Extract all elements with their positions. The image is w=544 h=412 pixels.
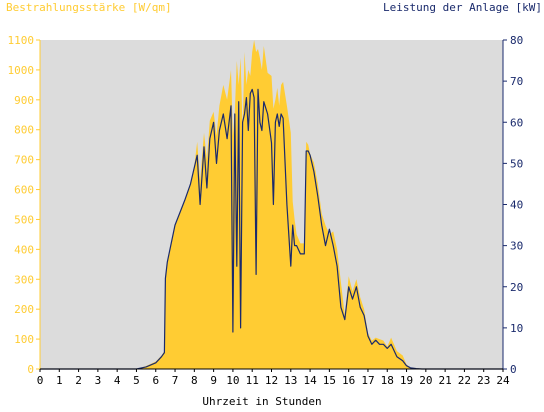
left-tick-label: 1000 — [8, 64, 35, 77]
right-tick-label: 50 — [510, 157, 523, 170]
x-tick-label: 7 — [172, 374, 179, 387]
power-line-layer — [40, 88, 503, 370]
x-tick-label: 17 — [361, 374, 374, 387]
x-tick-label: 0 — [37, 374, 44, 387]
left-tick-label: 1100 — [8, 34, 35, 47]
x-tick-label: 6 — [152, 374, 159, 387]
left-tick-label: 900 — [14, 94, 34, 107]
right-tick-label: 70 — [510, 75, 523, 88]
right-tick-label: 20 — [510, 281, 523, 294]
x-tick-label: 13 — [284, 374, 297, 387]
x-tick-label: 18 — [381, 374, 394, 387]
left-tick-label: 800 — [14, 124, 34, 137]
left-tick-label: 400 — [14, 243, 34, 256]
left-tick-label: 600 — [14, 184, 34, 197]
power-line — [40, 88, 503, 370]
x-tick-label: 2 — [75, 374, 82, 387]
x-tick-label: 5 — [133, 374, 140, 387]
irradiance-area — [40, 40, 503, 369]
x-tick-label: 1 — [56, 374, 63, 387]
x-tick-label: 15 — [323, 374, 336, 387]
x-tick-label: 9 — [210, 374, 217, 387]
x-tick-label: 22 — [458, 374, 471, 387]
x-tick-label: 10 — [226, 374, 239, 387]
x-tick-label: 19 — [400, 374, 413, 387]
left-tick-label: 300 — [14, 273, 34, 286]
x-tick-label: 16 — [342, 374, 355, 387]
x-tick-label: 12 — [265, 374, 278, 387]
x-tick-label: 4 — [114, 374, 121, 387]
left-tick-label: 700 — [14, 154, 34, 167]
x-tick-label: 23 — [477, 374, 490, 387]
right-tick-label: 80 — [510, 34, 523, 47]
x-tick-label: 3 — [95, 374, 102, 387]
right-axis-title: Leistung der Anlage [kW] — [383, 1, 542, 14]
x-tick-label: 24 — [496, 374, 510, 387]
x-tick-label: 20 — [419, 374, 432, 387]
x-tick-label: 14 — [303, 374, 317, 387]
right-tick-label: 0 — [510, 363, 517, 376]
left-tick-label: 0 — [27, 363, 34, 376]
left-axis-title: Bestrahlungsstärke [W/qm] — [6, 1, 172, 14]
left-tick-label: 200 — [14, 303, 34, 316]
x-axis-title: Uhrzeit in Stunden — [202, 395, 321, 408]
x-tick-label: 21 — [439, 374, 452, 387]
axes-layer: 0100200300400500600700800900100011000102… — [8, 34, 524, 387]
right-tick-label: 30 — [510, 240, 523, 253]
left-tick-label: 100 — [14, 333, 34, 346]
irradiance-area-layer — [40, 40, 503, 369]
x-tick-label: 11 — [246, 374, 259, 387]
right-tick-label: 40 — [510, 199, 523, 212]
left-tick-label: 500 — [14, 213, 34, 226]
right-tick-label: 10 — [510, 322, 523, 335]
right-tick-label: 60 — [510, 116, 523, 129]
x-tick-label: 8 — [191, 374, 198, 387]
